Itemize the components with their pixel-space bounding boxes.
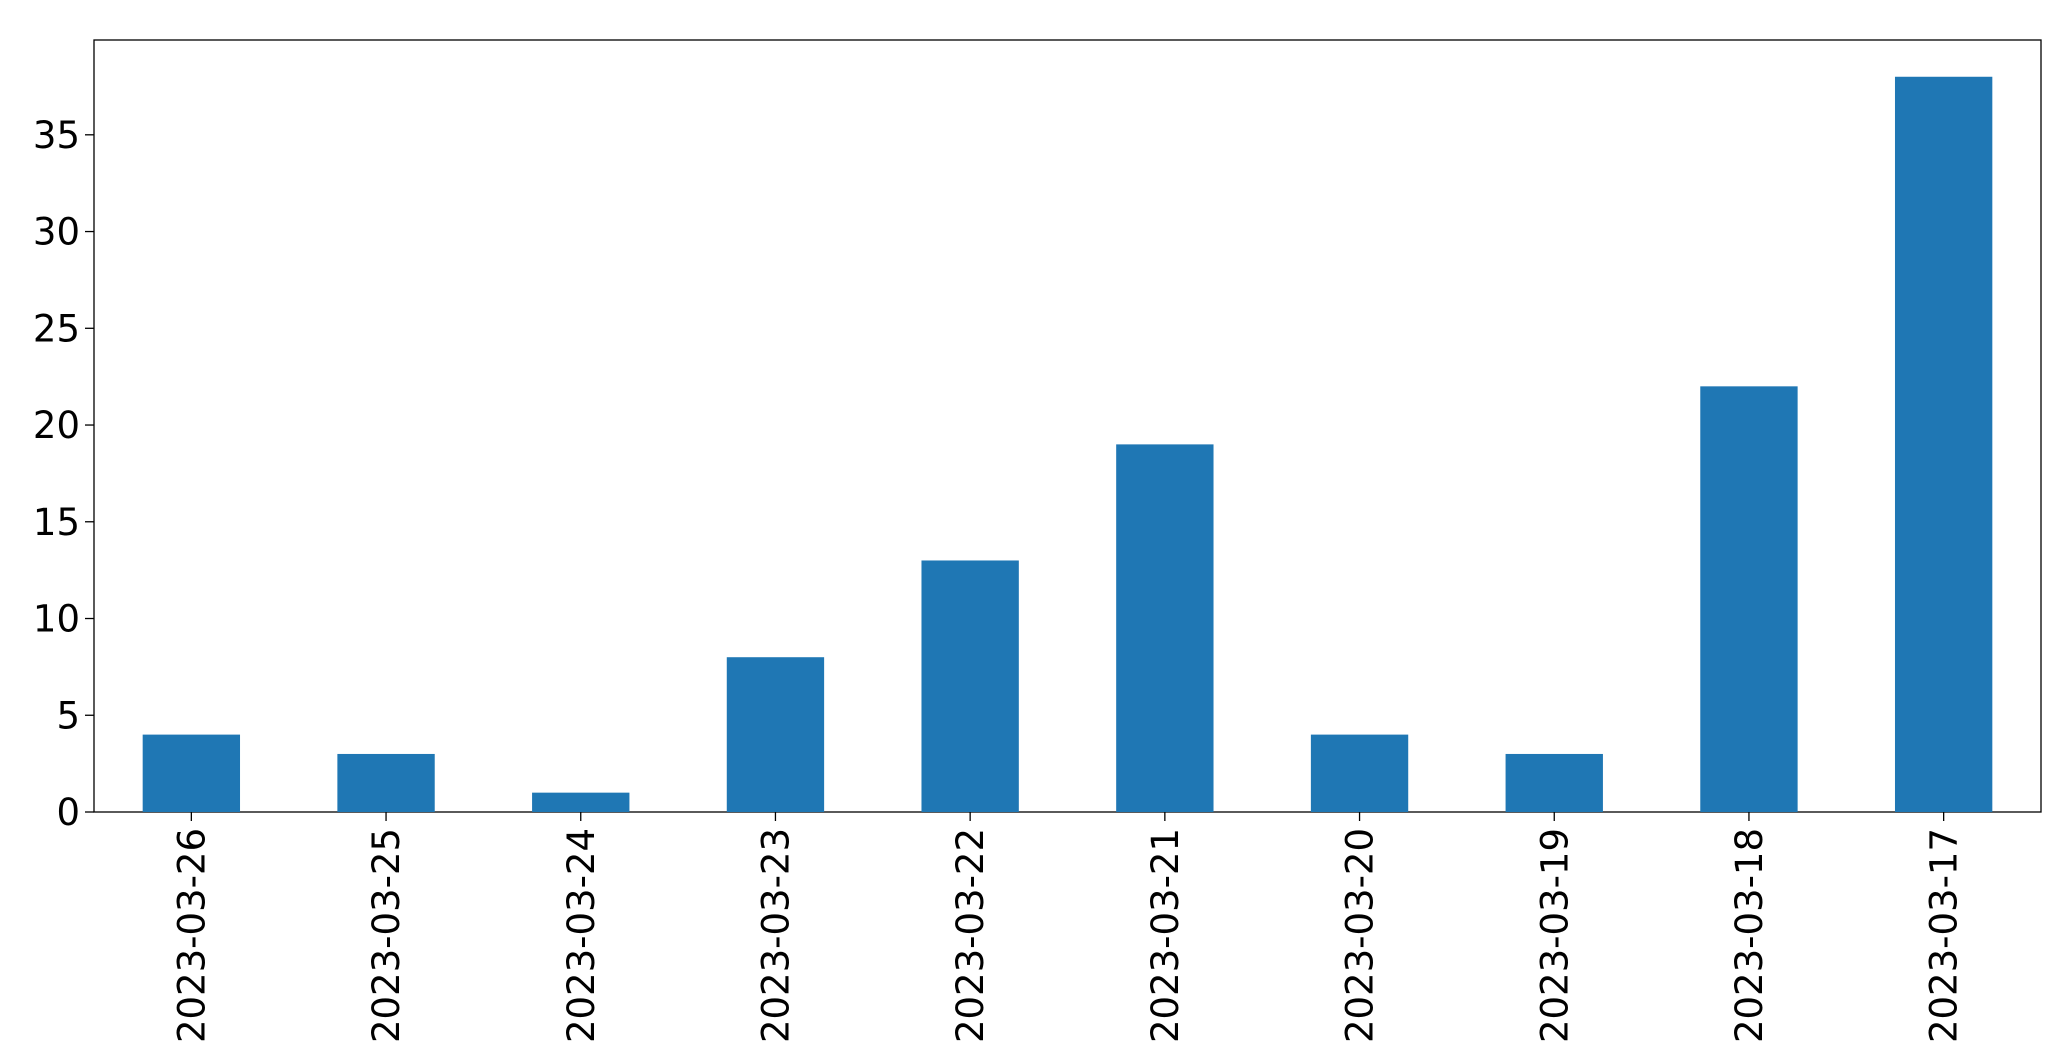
bar (726, 657, 825, 812)
y-tick-label: 20 (33, 404, 80, 447)
y-tick-label: 0 (56, 791, 80, 834)
y-tick-label: 35 (33, 114, 80, 157)
bar (142, 734, 241, 812)
plot-frame (93, 39, 2042, 813)
bar (1116, 444, 1214, 812)
x-tick-label: 2023-03-22 (949, 828, 992, 1043)
y-tick-label: 15 (33, 501, 80, 544)
x-tick-label: 2023-03-19 (1533, 828, 1576, 1043)
bar (532, 792, 630, 812)
bar (1505, 753, 1603, 812)
y-tick-label: 30 (33, 211, 80, 254)
x-tick-label: 2023-03-20 (1339, 828, 1382, 1043)
bar (337, 753, 435, 812)
bar (1700, 386, 1798, 812)
x-tick-label: 2023-03-23 (754, 828, 797, 1043)
y-tick-label: 25 (33, 307, 80, 350)
x-tick-label: 2023-03-18 (1728, 828, 1771, 1043)
y-tick-label: 5 (56, 694, 80, 737)
bar (1310, 734, 1409, 812)
x-tick-label: 2023-03-17 (1923, 828, 1966, 1043)
y-tick-label: 10 (33, 598, 80, 641)
x-tick-label: 2023-03-25 (365, 828, 408, 1043)
x-tick-label: 2023-03-26 (170, 828, 213, 1043)
bar (921, 560, 1019, 812)
x-tick-label: 2023-03-24 (560, 828, 603, 1043)
x-tick-label: 2023-03-21 (1144, 828, 1187, 1043)
bar (1894, 76, 1993, 812)
